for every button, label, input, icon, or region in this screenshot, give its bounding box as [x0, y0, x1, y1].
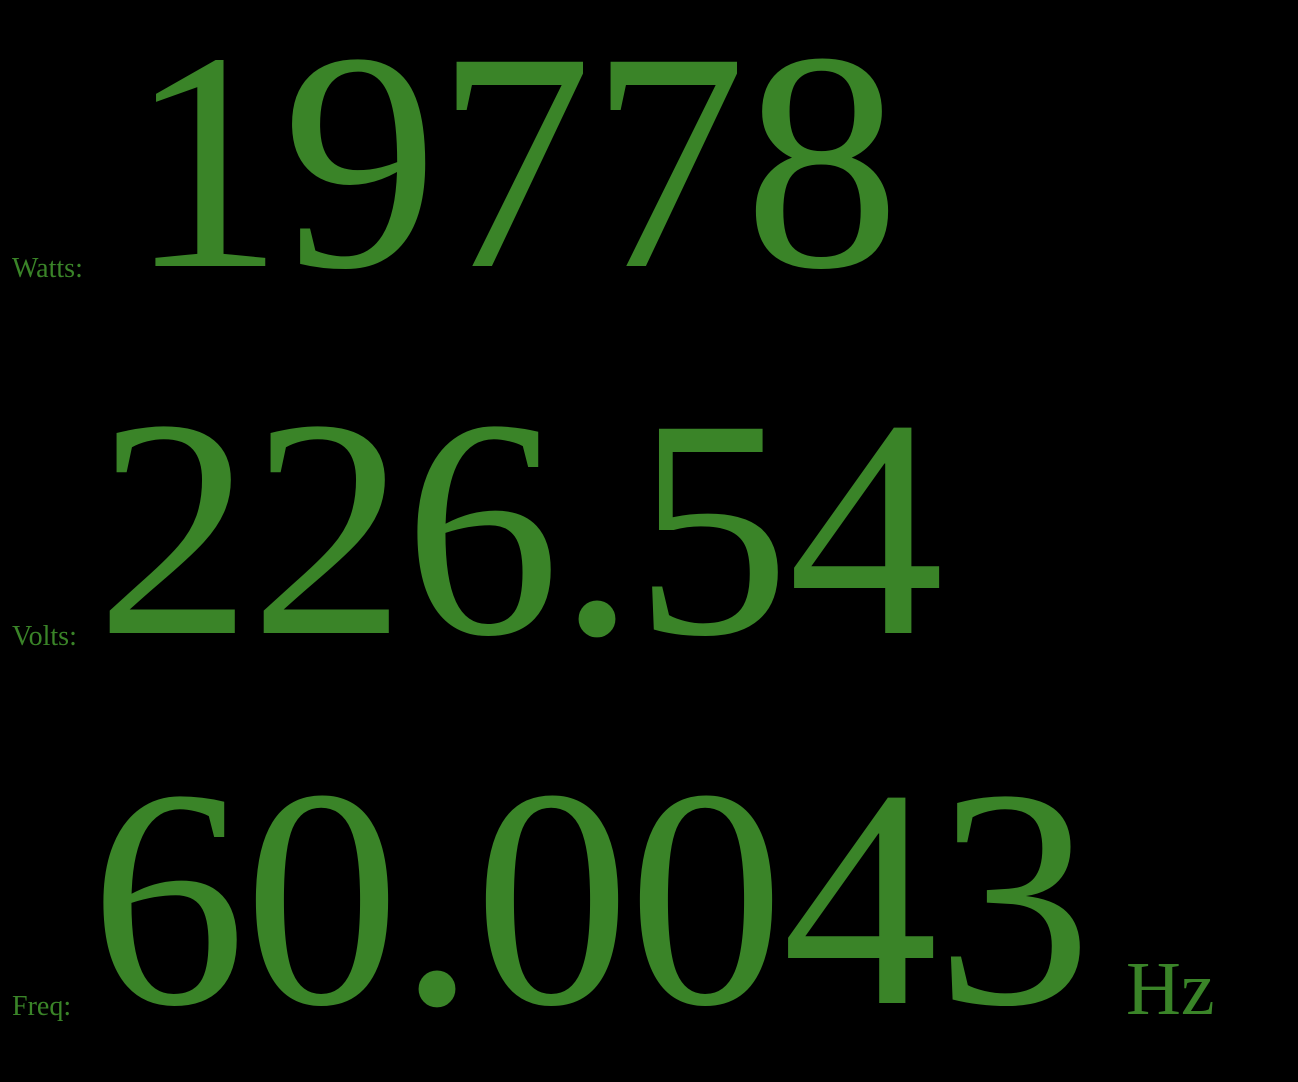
- freq-value: 60.0043: [90, 726, 1092, 1071]
- watts-label: Watts:: [12, 253, 83, 284]
- watts-value: 19778: [128, 0, 900, 334]
- freq-unit: Hz: [1126, 947, 1215, 1031]
- volts-label: Volts:: [12, 621, 77, 652]
- freq-label: Freq:: [12, 991, 72, 1022]
- volts-value: 226.54: [96, 356, 944, 701]
